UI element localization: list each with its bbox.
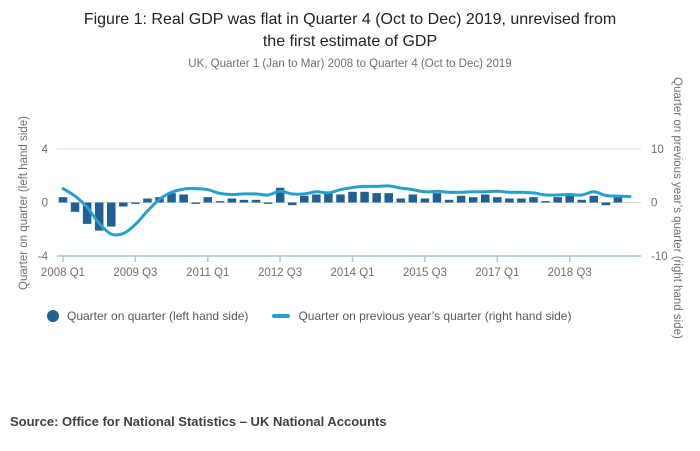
bar-2013 Q1 [300,195,309,203]
chart-title-line2: the first estimate of GDP [262,33,438,50]
bar-2008 Q1 [58,197,68,203]
chart-title-line1: Figure 1: Real GDP was flat in Quarter 4… [83,11,617,28]
source-text: Source: Office for National Statistics –… [10,414,387,429]
left-y-tick-label: -4 [38,251,49,263]
bar-2008 Q4 [94,202,104,231]
legend-item-year-on-year: Quarter on previous year’s quarter (righ… [272,309,571,323]
bar-2011 Q2 [215,201,225,203]
bar-2018 Q2 [553,197,562,203]
bar-2014 Q2 [360,191,369,203]
bar-series-swatch-icon [47,310,59,322]
bar-2010 Q4 [191,202,200,204]
legend-item-quarter-on-quarter: Quarter on quarter (left hand side) [47,309,248,323]
bar-2019 Q2 [601,202,611,206]
x-tick-label: 2008 Q1 [41,267,85,279]
year-on-year-line [61,184,632,237]
bar-2015 Q4 [432,193,442,203]
chart-title: Figure 1: Real GDP was flat in Quarter 4… [0,9,700,53]
bar-2008 Q3 [82,202,92,224]
bar-2017 Q4 [529,197,538,203]
chart-subtitle: UK, Quarter 1 (Jan to Mar) 2008 to Quart… [188,58,512,70]
bar-2012 Q2 [263,202,273,204]
bar-2018 Q3 [565,195,574,203]
bar-2017 Q2 [505,198,514,203]
bar-2011 Q3 [227,198,237,203]
right-y-tick-label: -10 [651,251,668,263]
bar-2009 Q2 [119,202,128,207]
bar-2017 Q3 [517,198,526,203]
x-tick-label: 2012 Q3 [258,267,302,279]
bar-2014 Q3 [372,193,381,203]
bar-2015 Q3 [420,198,430,203]
bar-2012 Q3 [275,187,285,203]
legend-label-line: Quarter on previous year’s quarter (righ… [298,309,572,323]
line-series-swatch-icon [272,314,291,318]
bar-2019 Q1 [589,195,599,203]
bar-2013 Q4 [336,194,345,203]
x-tick-label: 2017 Q1 [475,267,519,279]
bar-2013 Q2 [312,194,321,203]
bar-2013 Q3 [324,191,333,203]
bar-2014 Q4 [384,193,393,203]
right-y-tick-label: 10 [651,144,664,156]
bar-2012 Q4 [287,202,297,206]
bar-2015 Q2 [408,194,418,203]
bar-2016 Q2 [456,195,466,203]
bar-2009 Q4 [143,198,152,203]
plot-area: 2008 Q1 2009 Q3 2011 Q1 2012 Q3 2014 Q1 2015 … [38,144,668,279]
bar-2011 Q1 [203,197,213,203]
legend: Quarter on quarter (left hand side) Quar… [47,309,571,323]
right-y-tick-label: 0 [651,198,657,210]
x-tick-label: 2018 Q3 [548,267,592,279]
bar-2018 Q4 [577,199,586,203]
bar-2011 Q4 [239,199,249,203]
x-tick-label: 2009 Q3 [113,267,157,279]
bar-2012 Q1 [251,199,261,203]
bar-2010 Q2 [167,193,176,203]
bar-2016 Q3 [468,197,478,203]
left-y-tick-label: 0 [42,198,48,210]
bar-2016 Q4 [480,194,490,203]
bar-2019 Q3 [613,197,623,203]
bar-2008 Q2 [70,202,80,212]
left-y-tick-label: 4 [42,144,49,156]
bar-2017 Q1 [493,197,502,203]
bar-2014 Q1 [348,191,357,203]
legend-label-bar: Quarter on quarter (left hand side) [67,309,249,323]
bar-2016 Q1 [444,199,454,203]
x-tick-label: 2014 Q1 [330,267,374,279]
bar-2009 Q1 [107,202,116,227]
bar-2018 Q1 [541,201,550,203]
bar-2009 Q3 [131,202,140,204]
x-tick-label: 2015 Q3 [403,267,447,279]
bar-2015 Q1 [396,198,406,203]
bar-2010 Q3 [179,194,188,203]
x-tick-label: 2011 Q1 [186,267,229,279]
